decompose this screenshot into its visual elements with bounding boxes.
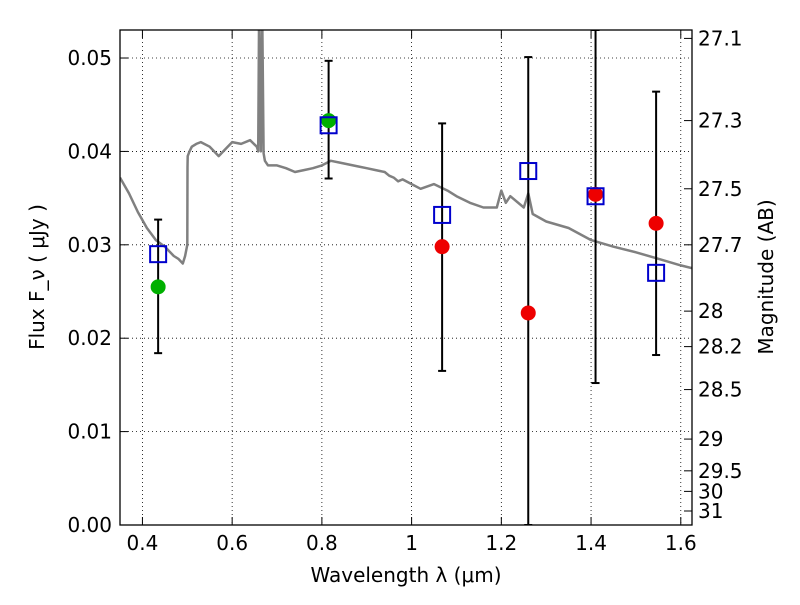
data-point-detections-green — [150, 279, 166, 295]
model-point — [647, 263, 666, 282]
data-layer — [120, 30, 692, 525]
model-point — [319, 116, 338, 135]
right-tick-label: 29 — [698, 427, 723, 451]
grid-lines — [120, 30, 692, 526]
x-tick-label: 0.4 — [127, 531, 159, 555]
plot-frame — [119, 29, 693, 526]
y-tick-label: 0.03 — [67, 233, 112, 257]
y-tick-label: 0.02 — [67, 326, 112, 350]
y-tick-label: 0.00 — [67, 513, 112, 537]
axis-ticks: 0.4 0.6 0.8 1 1.2 1.4 1.6 0.00 0.01 0.02 0.03 0.04 0… — [67, 26, 742, 555]
model-point — [519, 162, 538, 181]
data-point-detections-red — [520, 305, 536, 321]
y-tick-label: 0.04 — [67, 139, 112, 163]
y-axis-label: Flux F_ν ( μJy ) — [25, 204, 49, 350]
x-tick-label: 1.2 — [485, 531, 517, 555]
data-point-detections-red — [588, 186, 604, 202]
right-tick-label: 28 — [698, 299, 723, 323]
model-point — [433, 205, 452, 224]
y-axis-right-label: Magnitude (AB) — [754, 199, 778, 354]
right-tick-label: 27.1 — [698, 26, 743, 50]
right-tick-label: 27.5 — [698, 177, 743, 201]
right-tick-label: 27.7 — [698, 233, 743, 257]
x-tick-label: 1 — [405, 531, 418, 555]
right-tick-label: 29.5 — [698, 459, 743, 483]
x-tick-label: 1.4 — [575, 531, 607, 555]
right-tick-label: 27.3 — [698, 109, 743, 133]
model-point — [586, 187, 605, 206]
model-point — [149, 245, 168, 264]
data-point-detections-green — [321, 113, 337, 129]
x-tick-label: 0.6 — [216, 531, 248, 555]
spectrum-line — [120, 30, 692, 270]
data-point-detections-red — [434, 239, 450, 255]
x-tick-label: 0.8 — [306, 531, 338, 555]
data-point-detections-red — [648, 215, 664, 231]
x-axis-label: Wavelength λ (μm) — [310, 563, 501, 587]
y-tick-label: 0.01 — [67, 420, 112, 444]
y-tick-label: 0.05 — [67, 46, 112, 70]
x-tick-label: 1.6 — [665, 531, 697, 555]
right-tick-label: 28.5 — [698, 378, 743, 402]
right-tick-label: 31 — [698, 499, 723, 523]
right-tick-label: 30 — [698, 479, 723, 503]
right-tick-label: 28.2 — [698, 335, 743, 359]
